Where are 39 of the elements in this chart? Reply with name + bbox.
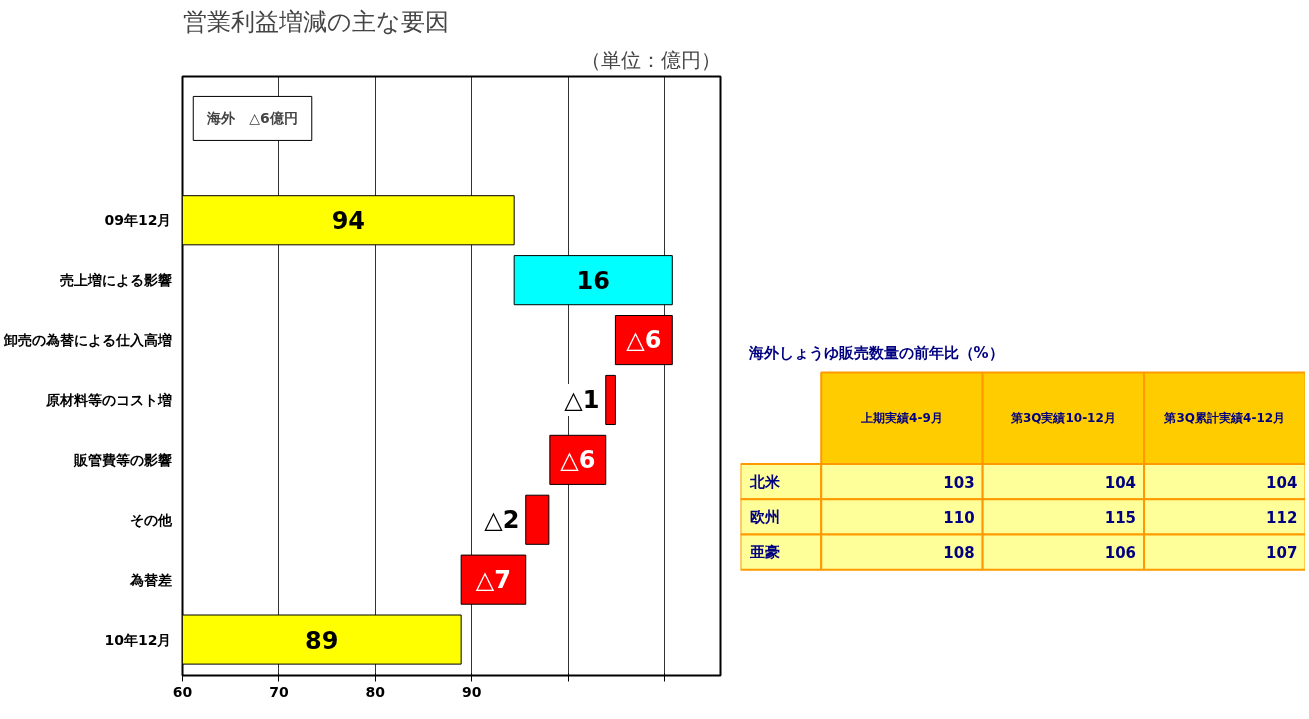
x-tick-label: 70 xyxy=(269,683,289,700)
y-tick-label: 10年12月 xyxy=(104,631,172,648)
data-label: 104 xyxy=(1104,473,1136,492)
y-tick-label: 欧州 xyxy=(750,507,781,526)
x-tick-label: 90 xyxy=(462,683,482,700)
text: 海外 △6億円 xyxy=(206,110,298,127)
data-label: 94 xyxy=(331,207,366,236)
y-tick-label: 原材料等のコスト増 xyxy=(44,391,172,408)
y-tick-label: 09年12月 xyxy=(104,212,172,229)
data-label: 89 xyxy=(305,626,339,655)
data-label: △1 xyxy=(564,385,600,414)
y-tick-label: 売上増による影響 xyxy=(59,272,172,289)
data-label: 107 xyxy=(1266,544,1298,563)
x-tick-label: 第3Q累計実績4-12月 xyxy=(1163,411,1286,426)
x-tick-label: 60 xyxy=(172,683,193,700)
y-tick-label: 販管費等の影響 xyxy=(72,451,172,468)
y-tick-label: 北米 xyxy=(749,472,782,491)
data-label: 104 xyxy=(1266,473,1298,492)
y-tick-label: その他 xyxy=(129,511,173,528)
data-label: 108 xyxy=(943,544,975,563)
data-label: △7 xyxy=(475,565,512,594)
data-label: △6 xyxy=(560,445,596,474)
x-tick-label: 80 xyxy=(365,683,386,700)
x-tick-label: 上期実績4-9月 xyxy=(860,411,943,426)
data-label: △2 xyxy=(484,505,520,534)
y-tick-label: 亜豪 xyxy=(749,543,781,562)
data-label: 110 xyxy=(943,508,975,527)
x-tick-label: 第3Q実績10-12月 xyxy=(1009,411,1116,426)
text: （単位：億円） xyxy=(580,47,721,72)
data-label: 103 xyxy=(943,473,975,492)
data-label: 112 xyxy=(1266,508,1298,527)
chart-title: 海外しょうゆ販売数量の前年比（%） xyxy=(747,343,1004,362)
y-tick-label: 卸売の為替による仕入高増 xyxy=(2,332,172,349)
data-label: 16 xyxy=(576,267,610,296)
data-label: 106 xyxy=(1104,544,1136,563)
data-label: 115 xyxy=(1104,508,1136,527)
chart-title: 営業利益増減の主な要因 xyxy=(182,7,449,36)
data-label: △6 xyxy=(626,326,662,355)
y-tick-label: 為替差 xyxy=(128,571,172,588)
